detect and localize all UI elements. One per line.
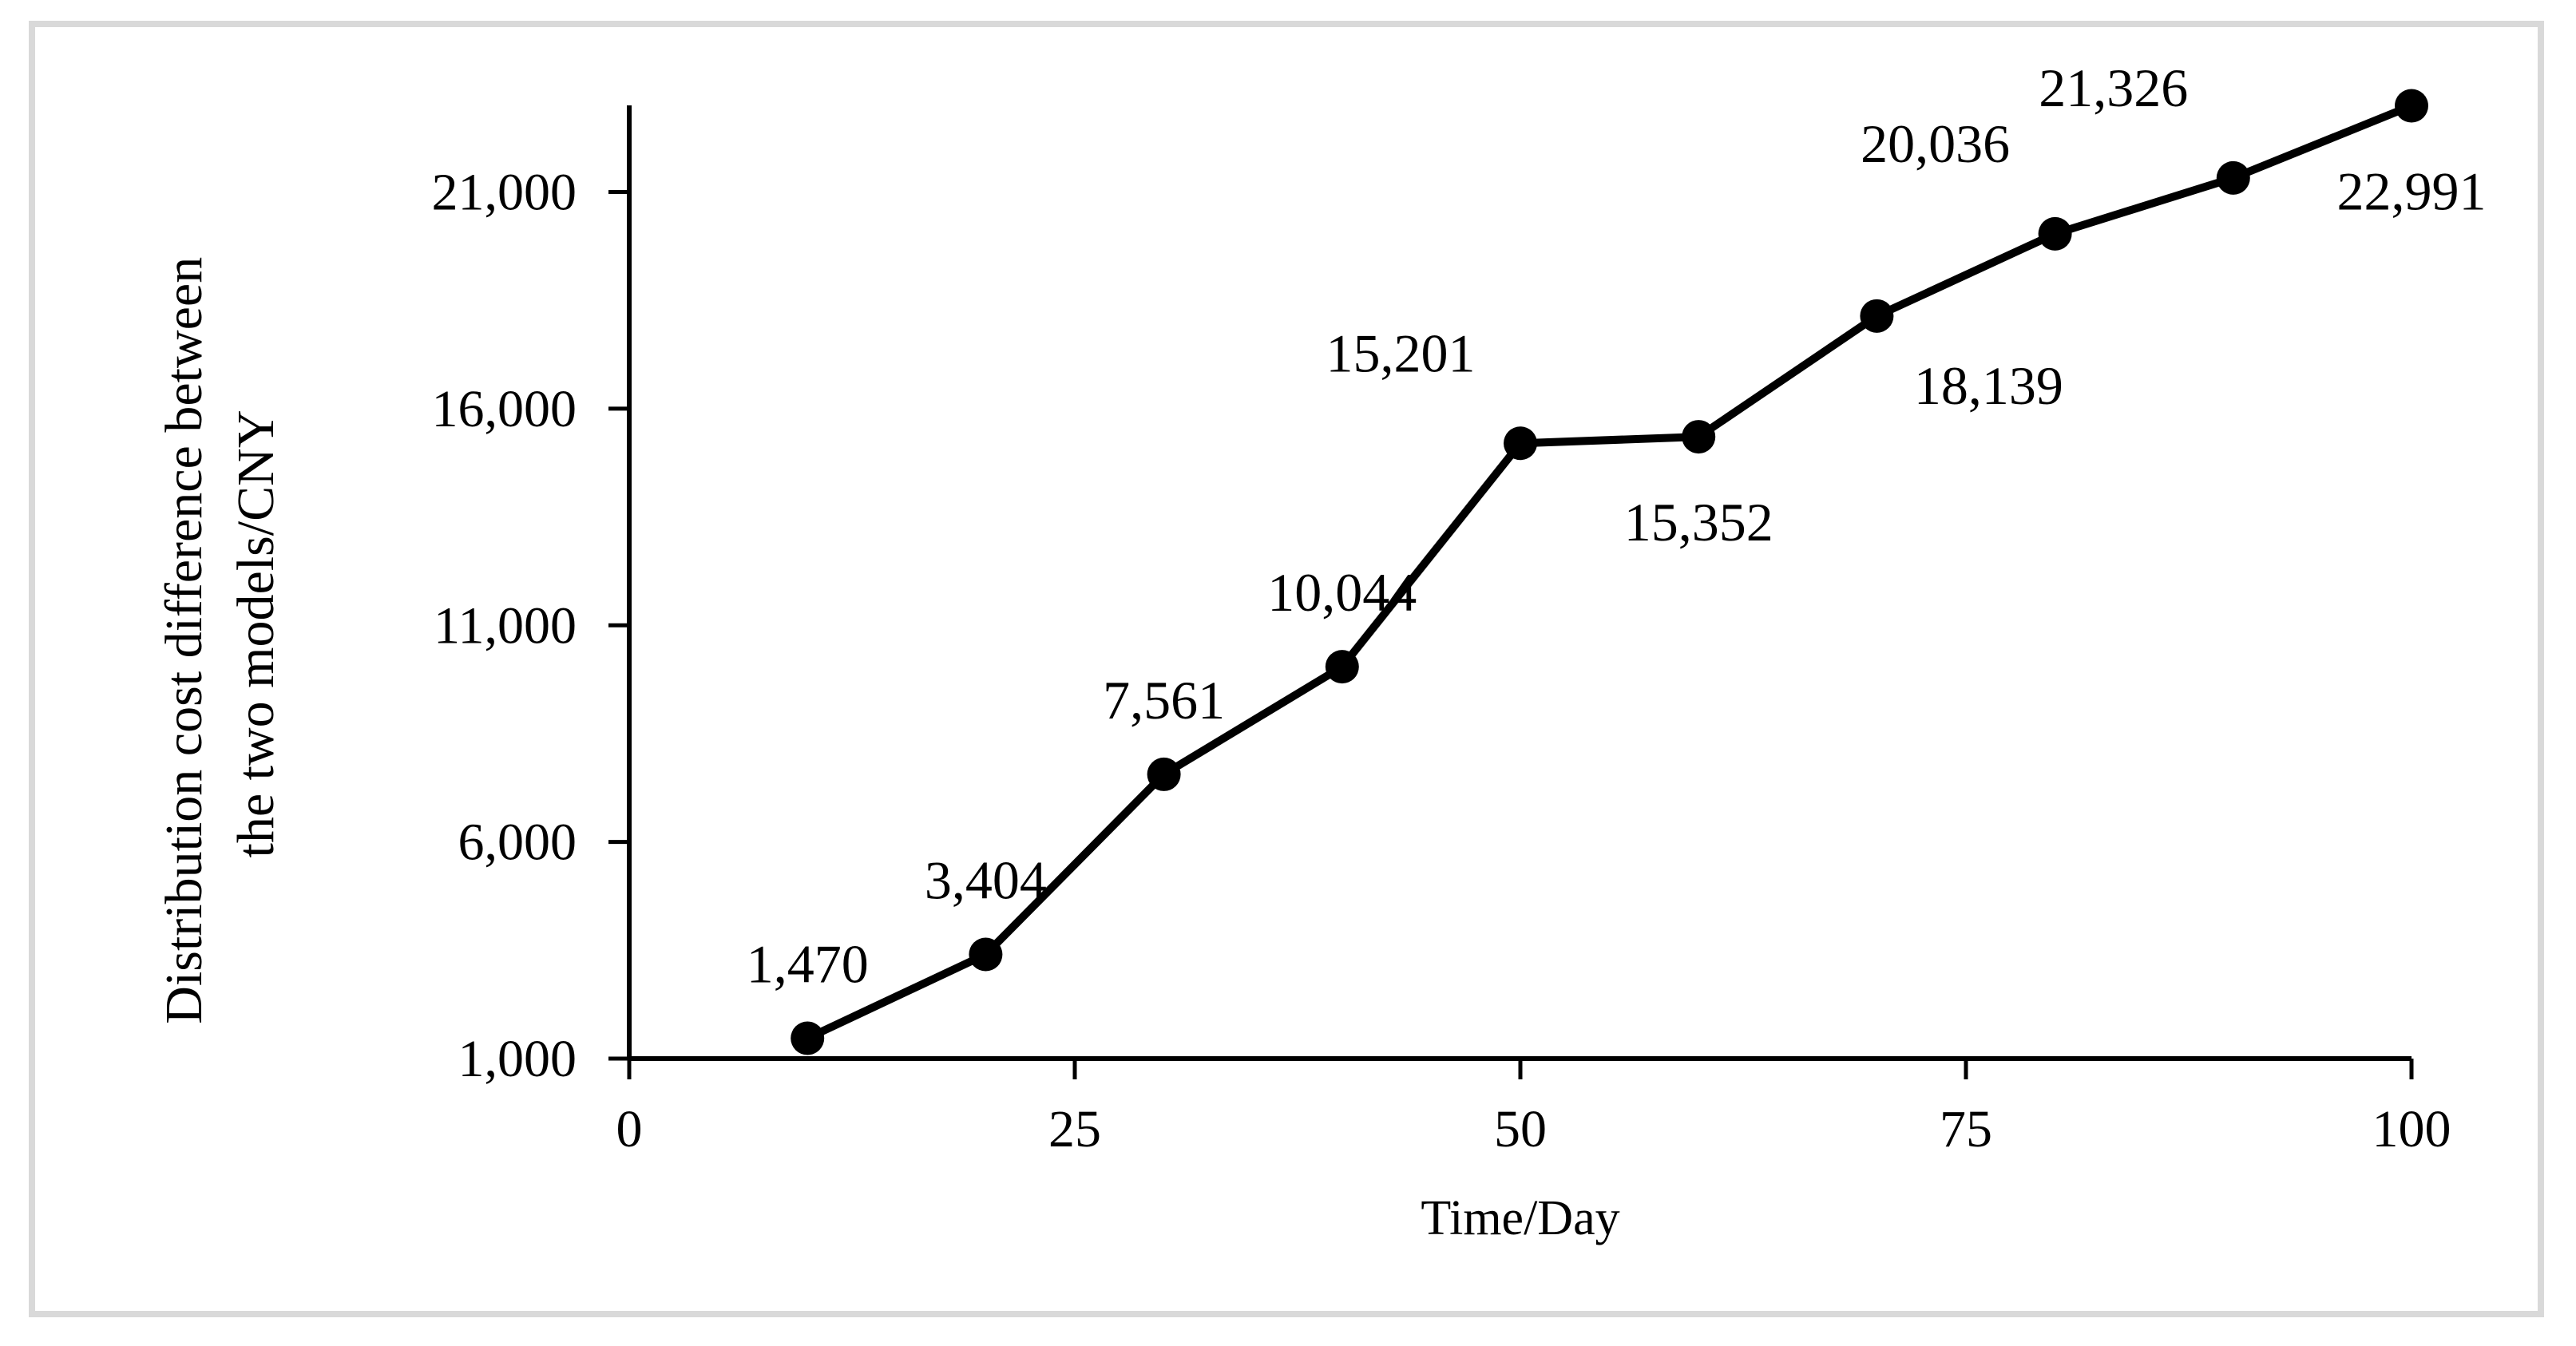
data-label: 7,561: [1103, 670, 1225, 730]
y-axis-title-line-2: the two models/CNY: [227, 410, 285, 858]
x-tick-label: 75: [1940, 1100, 1992, 1158]
x-tick-label: 100: [2372, 1100, 2451, 1158]
series-line: [803, 101, 2415, 1043]
data-label: 20,036: [1861, 113, 2010, 174]
x-tick-label: 50: [1494, 1100, 1547, 1158]
data-label: 15,352: [1624, 492, 1773, 552]
data-point: [1860, 299, 1894, 333]
data-point: [2038, 216, 2072, 251]
y-tick-label: 11,000: [434, 596, 577, 655]
axes: [627, 105, 2412, 1061]
data-point: [1682, 420, 1716, 454]
data-point: [1325, 650, 1359, 684]
x-tick-label: 0: [616, 1100, 643, 1158]
data-point: [1147, 757, 1181, 791]
y-axis-title: Distribution cost difference between the…: [155, 243, 285, 1023]
y-tick-label: 1,000: [458, 1030, 577, 1088]
chart-frame: 1,000 6,000 11,000 16,000 21,000 0 25 50 75 100 …: [29, 21, 2544, 1317]
y-axis-ticks: 1,000 6,000 11,000 16,000 21,000: [432, 164, 629, 1088]
data-point: [791, 1021, 825, 1055]
series-group: [791, 89, 2428, 1055]
data-point: [1504, 426, 1537, 461]
data-label: 22,991: [2337, 160, 2487, 221]
data-label: 3,404: [925, 850, 1047, 911]
data-labels: 1,470 3,404 7,561 10,044 15,201 15,352 18,139 2…: [747, 57, 2487, 995]
x-tick-label: 25: [1048, 1100, 1101, 1158]
y-axis-title-line-1: Distribution cost difference between: [155, 257, 213, 1024]
x-axis-title: Time/Day: [1421, 1191, 1619, 1245]
data-label: 18,139: [1914, 355, 2063, 416]
data-label: 1,470: [747, 933, 869, 994]
data-label: 15,201: [1326, 323, 1476, 383]
y-tick-label: 21,000: [432, 164, 577, 222]
data-label: 10,044: [1267, 562, 1417, 623]
data-label: 21,326: [2039, 57, 2188, 118]
data-point: [2216, 160, 2250, 195]
data-point: [2395, 89, 2428, 123]
y-tick-label: 6,000: [458, 814, 577, 872]
data-point: [969, 937, 1003, 972]
x-axis-ticks: 0 25 50 75 100: [616, 1059, 2451, 1158]
y-tick-label: 16,000: [432, 380, 577, 438]
